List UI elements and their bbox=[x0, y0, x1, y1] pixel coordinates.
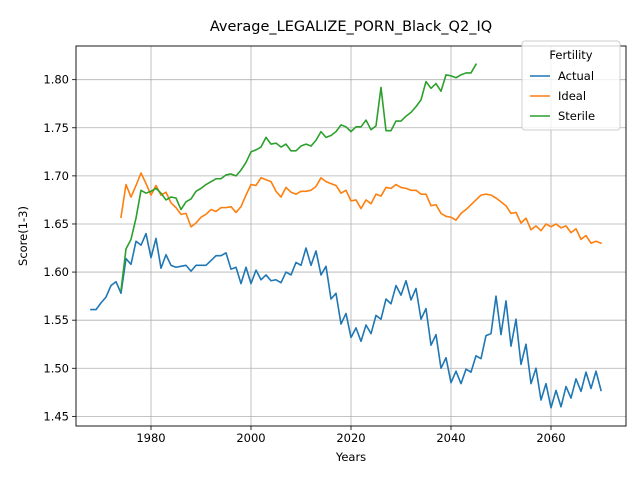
x-tick-label: 2000 bbox=[236, 431, 265, 445]
legend-label-ideal: Ideal bbox=[558, 89, 586, 103]
legend-label-actual: Actual bbox=[558, 69, 594, 83]
x-tick-label: 2020 bbox=[336, 431, 365, 445]
y-tick-label: 1.45 bbox=[43, 409, 69, 423]
y-tick-label: 1.65 bbox=[43, 217, 69, 231]
legend-label-sterile: Sterile bbox=[558, 109, 595, 123]
legend-title: Fertility bbox=[549, 48, 592, 62]
y-tick-label: 1.55 bbox=[43, 313, 69, 327]
y-axis-label: Score(1-3) bbox=[16, 206, 30, 266]
series-line-sterile bbox=[120, 63, 478, 292]
legend-items: Actual Ideal Sterile bbox=[530, 69, 595, 123]
y-tick-label: 1.80 bbox=[43, 73, 69, 87]
x-tick-label: 2040 bbox=[436, 431, 465, 445]
legend-box bbox=[521, 40, 621, 131]
y-tick-label: 1.75 bbox=[43, 121, 69, 135]
y-tick-label: 1.70 bbox=[43, 169, 69, 183]
series-line-ideal bbox=[120, 172, 603, 245]
y-tick-label: 1.60 bbox=[43, 265, 69, 279]
grid bbox=[76, 46, 626, 426]
x-tick-label: 1980 bbox=[136, 431, 165, 445]
series-line-actual bbox=[90, 232, 602, 409]
x-tick-label: 2060 bbox=[536, 431, 565, 445]
legend: Fertility Actual Ideal Sterile bbox=[521, 40, 621, 131]
chart-title: Average_LEGALIZE_PORN_Black_Q2_IQ bbox=[210, 19, 492, 35]
x-axis-label: Years bbox=[335, 450, 366, 464]
axes: 1980 2000 2020 2040 2060 1.45 1.50 1.55 1.60 1.65… bbox=[43, 73, 565, 445]
series-lines bbox=[90, 63, 603, 409]
y-tick-label: 1.50 bbox=[43, 361, 69, 375]
